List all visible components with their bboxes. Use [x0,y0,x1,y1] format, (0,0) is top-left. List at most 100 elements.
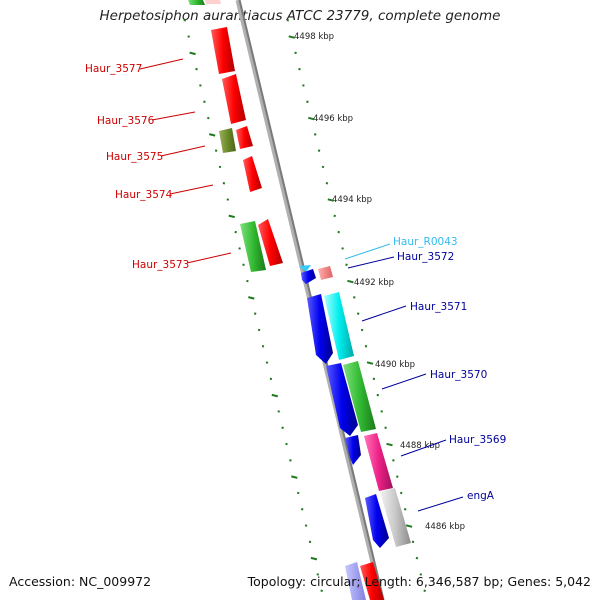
label-leader [417,496,464,512]
minor-tick [384,426,387,429]
major-tick [288,35,295,39]
gene-haur-3576[interactable] [222,74,246,124]
kbp-label: 4498 kbp [294,32,334,42]
gene-label-haur-3577[interactable]: Haur_3577 [85,63,142,75]
minor-tick [364,345,368,348]
label-leader [139,58,184,70]
minor-tick [392,459,395,462]
label-leader [169,184,214,195]
major-tick [208,133,216,137]
major-tick [386,442,393,447]
minor-tick [415,556,419,560]
gene-haur-3574[interactable] [243,156,262,192]
minor-tick [308,540,312,544]
major-tick [327,198,335,202]
gene-haur-3573[interactable] [240,219,283,272]
minor-tick [286,19,290,22]
major-tick [308,116,315,121]
minor-tick [403,508,407,511]
minor-tick [277,410,280,413]
minor-tick [281,426,284,429]
minor-tick [345,263,348,266]
minor-tick [203,100,206,103]
gene-label-enga[interactable]: engA [467,490,495,502]
minor-tick [317,149,321,152]
minor-tick [298,67,301,71]
major-tick [405,524,413,528]
minor-tick [302,84,305,87]
major-tick [310,556,318,561]
minor-tick [226,198,230,201]
minor-tick [396,475,399,478]
gene-haur-3571[interactable] [307,292,354,364]
minor-tick [304,524,308,527]
minor-tick [214,149,218,152]
label-leader [186,252,232,264]
gene-haur-r0043[interactable] [299,265,311,272]
gene-haur-3572[interactable] [301,266,333,284]
gene-haur-3570[interactable] [326,361,376,436]
minor-tick [380,410,383,413]
minor-tick [353,296,356,299]
minor-tick [376,393,380,397]
minor-tick [285,442,288,446]
kbp-label: 4488 kbp [400,441,440,451]
minor-tick [246,279,249,283]
gene-label-haur-3574[interactable]: Haur_3574 [115,189,173,201]
label-leader [344,243,391,260]
minor-tick [207,116,210,120]
minor-tick [321,165,325,169]
kbp-label: 4492 kbp [354,278,394,288]
minor-tick [242,263,245,266]
gene-label-haur-3571[interactable]: Haur_3571 [410,301,467,313]
minor-tick [261,345,265,348]
minor-tick [265,361,269,364]
minor-tick [195,67,198,71]
gene-label-haur-3575[interactable]: Haur_3575 [106,151,163,163]
partial-feature-bottom [345,562,384,600]
gene-label-haur-3572[interactable]: Haur_3572 [397,251,454,263]
kbp-label: 4490 kbp [375,360,415,370]
minor-tick [269,377,273,381]
minor-tick [238,247,241,250]
minor-tick [399,491,403,495]
major-tick [189,51,196,56]
label-leader [347,256,395,269]
label-leader [160,145,206,157]
gene-enga[interactable] [365,488,411,548]
gene-haur-3569[interactable] [345,433,393,491]
map-title: Herpetosiphon aurantiacus ATCC 23779, co… [99,8,501,24]
kbp-label: 4494 kbp [332,195,372,205]
minor-tick [316,573,320,576]
label-leader [151,111,196,121]
gene-label-haur-3570[interactable]: Haur_3570 [430,369,487,381]
major-tick [248,296,255,300]
gene-haur-3577[interactable] [211,27,235,74]
minor-tick [333,214,336,218]
topology-text: Topology: circular; Length: 6,346,587 bp… [247,574,591,589]
gene-label-haur-3573[interactable]: Haur_3573 [132,259,189,271]
kbp-label: 4496 kbp [313,114,353,124]
gene-haur-3575[interactable] [219,126,253,153]
minor-tick [218,165,222,169]
minor-tick [306,100,309,103]
gene-label-haur-3569[interactable]: Haur_3569 [449,434,506,446]
minor-tick [253,312,257,315]
kbp-label: 4486 kbp [425,522,465,532]
minor-tick [289,459,292,462]
minor-tick [199,84,202,87]
label-leader [400,439,447,457]
minor-tick [187,35,190,38]
minor-tick [356,312,360,315]
partial-feature-top [188,0,221,5]
gene-label-haur-3576[interactable]: Haur_3576 [97,115,155,127]
minor-tick [313,133,317,136]
minor-tick [325,182,329,185]
major-tick [291,475,298,479]
major-tick [271,393,279,398]
minor-tick [372,377,376,381]
minor-tick [320,589,323,592]
gene-label-haur-r0043[interactable]: Haur_R0043 [393,236,458,248]
minor-tick [294,51,297,55]
